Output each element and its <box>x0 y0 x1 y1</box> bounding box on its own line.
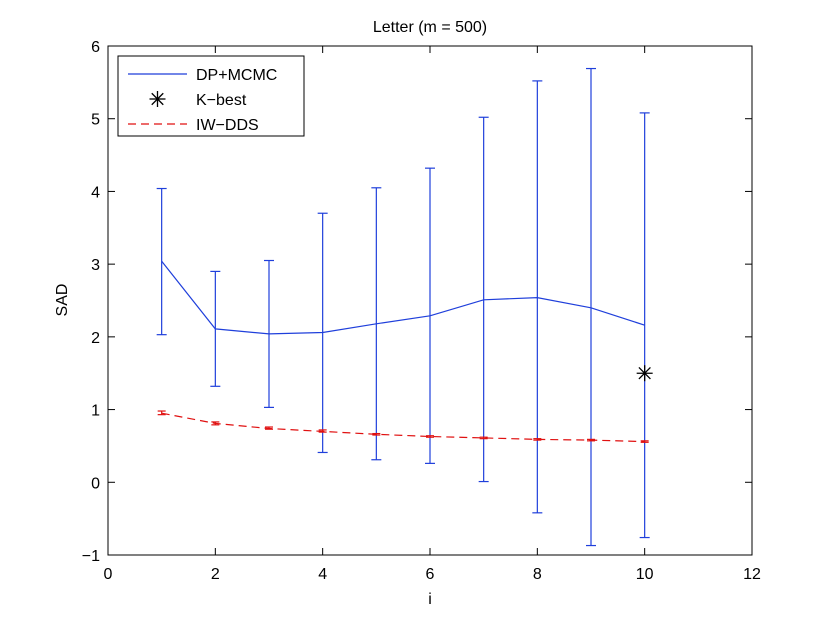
y-tick-label: 5 <box>91 112 100 129</box>
x-tick-label: 8 <box>533 566 542 583</box>
legend-label: K−best <box>196 92 247 109</box>
x-tick-label: 0 <box>104 566 113 583</box>
chart-title: Letter (m = 500) <box>373 19 487 36</box>
x-tick-label: 6 <box>426 566 435 583</box>
y-tick-label: 6 <box>91 39 100 56</box>
y-tick-label: 1 <box>91 403 100 420</box>
y-tick-label: −1 <box>82 548 100 565</box>
x-tick-label: 4 <box>318 566 327 583</box>
legend-label: IW−DDS <box>196 117 259 134</box>
series-layer <box>156 67 653 547</box>
x-tick-label: 12 <box>743 566 761 583</box>
y-tick-label: 0 <box>91 475 100 492</box>
legend-marker-k-best <box>149 91 166 107</box>
legend-label: DP+MCMC <box>196 67 277 84</box>
dp-mcmc-line <box>161 260 645 335</box>
iw-dds-series <box>157 410 649 443</box>
k-best-marker <box>636 365 653 382</box>
legend: DP+MCMC K−best IW−DDS <box>117 55 305 137</box>
x-tick-label: 10 <box>636 566 654 583</box>
dp-mcmc-series <box>156 67 650 547</box>
y-tick-label: 3 <box>91 257 100 274</box>
iw-dds-line <box>161 412 645 443</box>
legend-marker-k-best-stroke <box>151 92 164 106</box>
legend-box <box>117 55 305 137</box>
y-axis-label: SAD <box>54 284 71 317</box>
x-tick-label: 2 <box>211 566 220 583</box>
x-axis-label: i <box>428 591 432 608</box>
k-best-marker-stroke <box>638 366 651 380</box>
y-tick-label: 4 <box>91 184 100 201</box>
y-tick-label: 2 <box>91 330 100 347</box>
